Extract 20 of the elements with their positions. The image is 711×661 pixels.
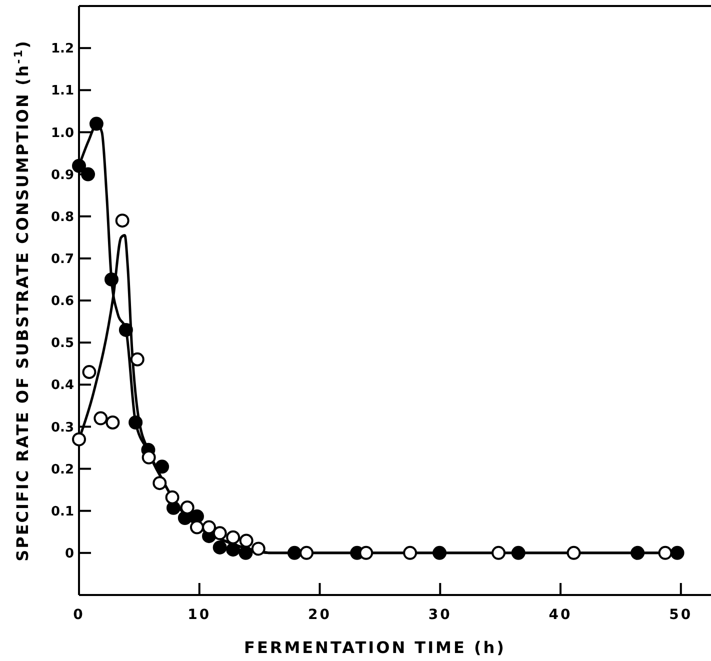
x-tick-label: 0 [73,607,85,623]
y-tick-label: 0 [64,546,74,562]
x-tick-label: 30 [428,607,452,623]
y-tick-label: 1.2 [50,42,74,57]
x-tick-label: 50 [669,607,693,623]
y-tick-label: 0.3 [50,420,74,436]
x-tick-label: 10 [188,607,212,623]
x-axis-title: FERMENTATION TIME (h) [244,638,506,657]
y-tick-label: 1.0 [50,126,74,141]
x-tick-label: 20 [308,607,332,623]
y-tick-label: 0.8 [50,210,74,225]
y-tick-label: 0.1 [50,504,74,520]
y-tick-label: 0.9 [50,168,74,183]
y-tick-label: 1.1 [50,84,74,99]
y-tick-label: 0.2 [50,462,74,478]
y-tick-label: 0.7 [50,252,74,267]
y-tick-label: 0.4 [50,378,74,394]
y-tick-label: 0.5 [50,336,74,352]
x-tick-label: 40 [548,607,572,623]
y-tick-label: 0.6 [50,294,74,310]
